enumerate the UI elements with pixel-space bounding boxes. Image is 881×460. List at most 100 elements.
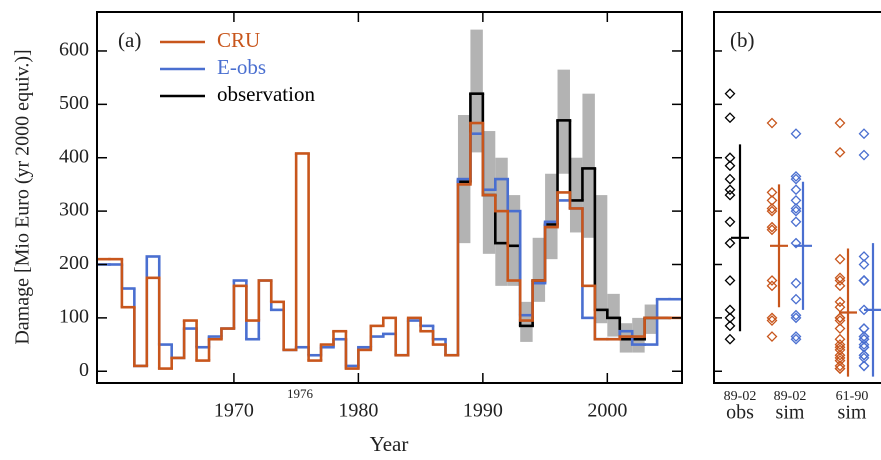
point	[724, 173, 736, 185]
point	[834, 363, 846, 375]
point	[790, 277, 802, 289]
point	[724, 216, 736, 228]
point	[858, 275, 870, 286]
range-band	[619, 323, 633, 353]
point	[790, 128, 802, 140]
point	[790, 293, 802, 305]
y-tick-label: 0	[79, 359, 89, 381]
y-tick-label: 500	[59, 92, 89, 114]
point	[724, 160, 736, 172]
point	[858, 304, 870, 316]
point	[858, 339, 870, 350]
point	[766, 205, 778, 217]
point	[790, 333, 802, 345]
x-tick-label: 2000	[587, 400, 627, 422]
point	[834, 349, 846, 361]
range-band	[582, 93, 595, 238]
point	[724, 304, 736, 316]
point	[766, 224, 778, 236]
point	[858, 251, 870, 262]
range-band	[594, 195, 608, 324]
point	[724, 333, 736, 345]
panel-label: (a)	[118, 28, 141, 52]
point	[724, 320, 736, 332]
x-axis-title: Year	[370, 432, 409, 456]
point	[724, 275, 736, 286]
point	[858, 349, 870, 361]
point	[724, 112, 736, 124]
point	[834, 312, 846, 324]
annotation: 1976	[287, 386, 314, 401]
category-label: sim	[776, 402, 805, 424]
y-tick-label: 300	[59, 199, 89, 221]
point	[766, 187, 778, 198]
point	[858, 360, 870, 372]
point	[834, 352, 846, 364]
category-period: 89-02	[774, 389, 807, 404]
range-band	[557, 69, 570, 174]
point	[766, 203, 778, 214]
point	[858, 341, 870, 353]
range-band	[632, 317, 645, 353]
point	[790, 331, 802, 342]
point	[790, 205, 802, 217]
point	[766, 312, 778, 324]
category-period: 89-02	[724, 389, 757, 404]
point	[834, 253, 846, 265]
range-band	[482, 131, 496, 254]
point	[790, 203, 802, 214]
range-band	[644, 304, 658, 334]
point	[766, 195, 778, 206]
point	[790, 312, 802, 324]
point	[858, 128, 870, 140]
point	[834, 272, 846, 284]
point	[766, 331, 778, 342]
point	[834, 280, 846, 292]
plot-area	[97, 29, 682, 370]
y-tick-label: 400	[59, 145, 89, 167]
point	[766, 117, 778, 129]
x-tick-label: 1980	[338, 400, 378, 422]
point	[834, 117, 846, 129]
point	[834, 341, 846, 353]
x-tick-label: 1990	[463, 400, 503, 422]
range-band	[495, 157, 508, 286]
x-tick-label: 1970	[214, 400, 254, 422]
point	[724, 189, 736, 201]
point	[858, 323, 870, 334]
range-band	[569, 157, 583, 233]
point	[834, 275, 846, 286]
range-band	[545, 173, 558, 260]
range-band	[520, 301, 533, 342]
y-tick-label: 600	[59, 39, 89, 61]
point	[766, 280, 778, 292]
y-tick-label: 200	[59, 252, 89, 274]
range-band	[532, 237, 546, 302]
point	[790, 237, 802, 249]
point	[834, 355, 846, 366]
point	[766, 275, 778, 286]
category-period: 61-90	[836, 389, 869, 404]
point	[858, 352, 870, 364]
plot-frame	[96, 11, 683, 384]
legend-label: E-obs	[217, 55, 266, 79]
point	[834, 333, 846, 345]
plot-frame	[713, 11, 881, 384]
point	[834, 360, 846, 372]
point	[790, 173, 802, 185]
panel-label: (b)	[730, 28, 755, 52]
category-label: sim	[838, 402, 867, 424]
point	[858, 149, 870, 161]
point	[724, 237, 736, 249]
point	[858, 275, 870, 286]
point	[790, 309, 802, 321]
point	[834, 344, 846, 356]
range-band	[607, 293, 620, 337]
point	[834, 339, 846, 350]
point	[790, 170, 802, 182]
legend-label: CRU	[217, 28, 260, 52]
point	[790, 184, 802, 196]
point	[790, 216, 802, 228]
point	[724, 88, 736, 100]
